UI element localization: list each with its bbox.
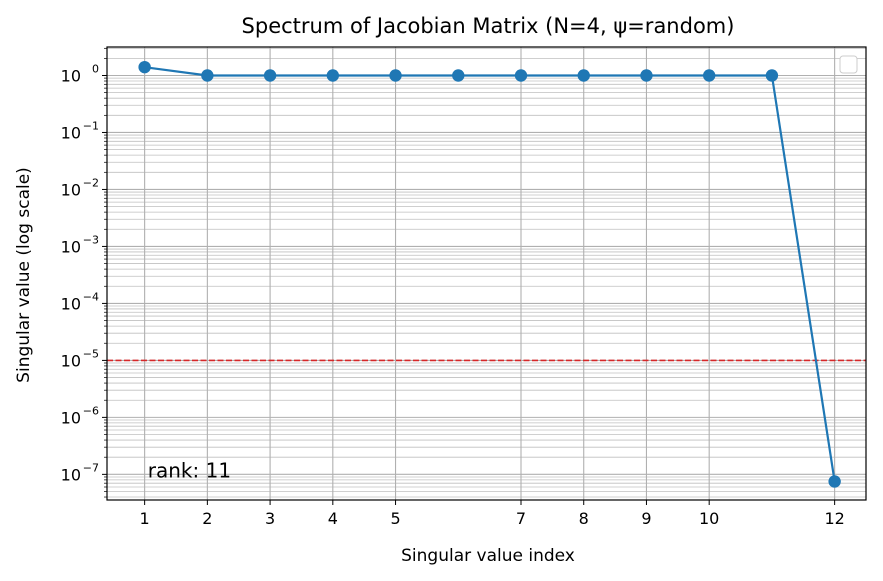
data-point [452,69,465,82]
data-point [263,69,277,82]
y-tick-exponent: 0 [92,62,99,75]
data-point [765,69,779,82]
y-tick-exponent: −5 [83,347,99,360]
data-point [201,69,214,82]
y-tick-exponent: −1 [83,119,99,132]
plot-frame [106,46,867,501]
x-tick-label: 7 [516,509,526,528]
x-tick-label: 4 [328,509,338,528]
data-point [828,475,841,488]
data-point [640,69,653,82]
y-tick-exponent: −6 [83,404,99,417]
data-point [702,69,716,82]
x-tick-label: 2 [202,509,212,528]
x-tick-label: 12 [824,509,844,528]
x-tick-label: 9 [641,509,651,528]
data-point [326,69,340,82]
series-line [144,66,836,482]
data-point [138,60,151,74]
x-axis-label: Singular value index [401,546,575,566]
frame-layer [106,46,867,501]
rank-annotation: rank: 11 [148,458,231,482]
series-layer [138,60,841,488]
data-point [514,69,528,82]
y-tick-exponent: −2 [83,176,99,189]
y-tick-exponent: −7 [83,461,99,474]
y-axis-label: Singular value (log scale) [14,167,34,383]
x-tick-label: 3 [265,509,275,528]
data-point [389,69,402,82]
x-tick-label: 8 [579,509,589,528]
grid-layer [107,47,866,500]
x-tick-label: 5 [390,509,400,528]
legend-box [839,55,858,74]
x-tick-label: 10 [699,509,719,528]
y-tick-exponent: −4 [83,290,99,303]
y-tick-exponent: −3 [83,233,99,246]
chart-title: Spectrum of Jacobian Matrix (N=4, ψ=rand… [242,14,735,38]
data-point [577,69,590,82]
x-tick-label: 1 [140,509,150,528]
